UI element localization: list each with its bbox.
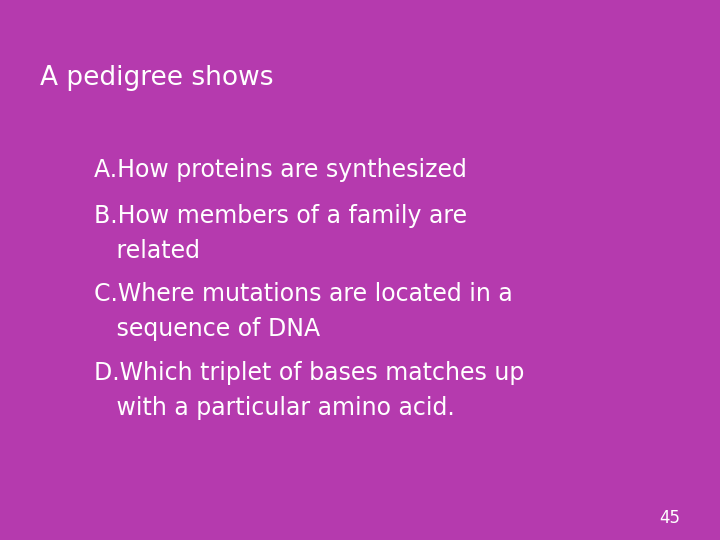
Text: B.How members of a family are: B.How members of a family are bbox=[94, 204, 467, 228]
Text: 45: 45 bbox=[659, 509, 680, 528]
Text: A.How proteins are synthesized: A.How proteins are synthesized bbox=[94, 158, 467, 182]
Text: D.Which triplet of bases matches up: D.Which triplet of bases matches up bbox=[94, 361, 524, 384]
Text: related: related bbox=[94, 239, 199, 263]
Text: A pedigree shows: A pedigree shows bbox=[40, 65, 273, 91]
Text: with a particular amino acid.: with a particular amino acid. bbox=[94, 396, 454, 420]
Text: sequence of DNA: sequence of DNA bbox=[94, 318, 320, 341]
Text: C.Where mutations are located in a: C.Where mutations are located in a bbox=[94, 282, 513, 306]
